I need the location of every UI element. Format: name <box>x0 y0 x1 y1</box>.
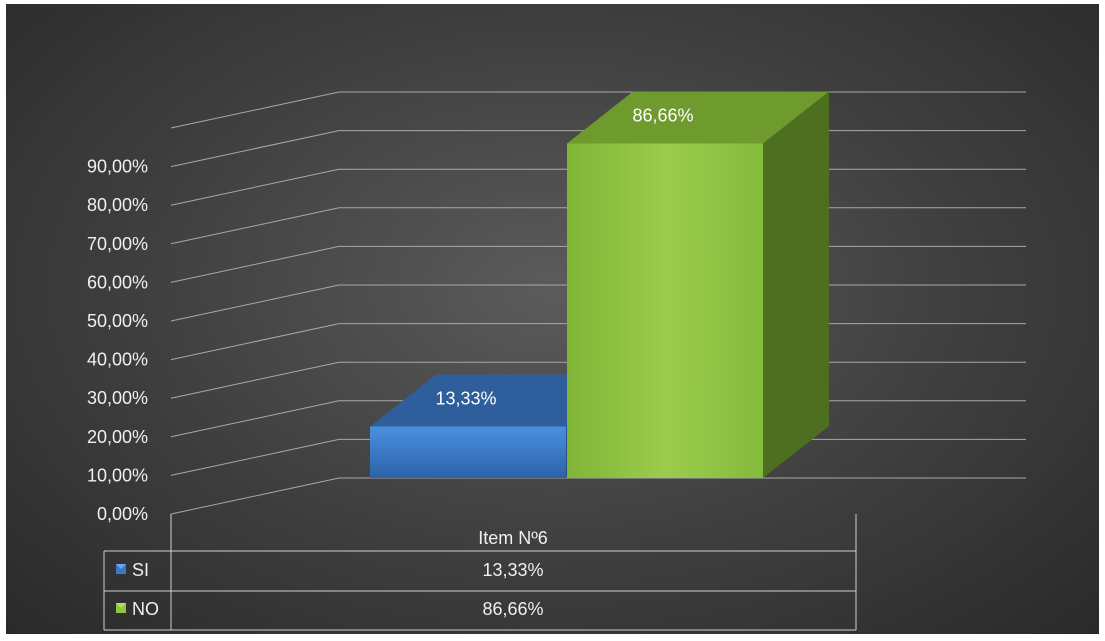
green-legend-key-icon-top <box>116 603 126 608</box>
y-tick-label: 50,00% <box>87 311 148 331</box>
y-tick-label: 90,00% <box>87 157 148 177</box>
gridline-side <box>170 361 340 399</box>
table-row-label: NO <box>132 599 159 619</box>
gridline-side <box>170 477 340 515</box>
table-row-si: SI 13,33% <box>116 560 544 580</box>
table-header-category: Item Nº6 <box>478 528 548 548</box>
table-row-no: NO 86,66% <box>116 599 544 619</box>
bar-chart-3d: 0,00% 10,00% 20,00% 30,00% 40,00% 50,00% 60,00… <box>87 91 1026 631</box>
bar-front-face <box>567 143 763 478</box>
y-tick-label: 20,00% <box>87 427 148 447</box>
gridline-side <box>170 323 340 361</box>
y-tick-label: 70,00% <box>87 234 148 254</box>
y-tick-label: 10,00% <box>87 465 148 485</box>
blue-legend-key-icon-top <box>116 564 126 569</box>
bar-no: 86,66% <box>567 91 829 478</box>
table-row-label: SI <box>132 560 149 580</box>
gridline-side <box>170 438 340 476</box>
bar-value-label: 86,66% <box>632 105 693 125</box>
bar-top-face <box>370 374 632 427</box>
gridline-side <box>170 245 340 283</box>
y-tick-label: 80,00% <box>87 195 148 215</box>
y-tick-label: 60,00% <box>87 272 148 292</box>
chart-area: 0,00% 10,00% 20,00% 30,00% 40,00% 50,00% 60,00… <box>6 4 1099 634</box>
bar-front-face <box>370 426 566 478</box>
gridline-side <box>170 130 340 168</box>
y-tick-label: 40,00% <box>87 350 148 370</box>
y-axis-ticks: 0,00% 10,00% 20,00% 30,00% 40,00% 50,00% 60,00… <box>87 157 148 524</box>
bar-top-face <box>567 91 829 144</box>
bar-value-label: 13,33% <box>435 389 496 409</box>
gridline-side <box>170 284 340 322</box>
gridline-side <box>170 207 340 245</box>
bar-side-face <box>763 91 829 478</box>
data-table: Item Nº6 SI 13,33% NO 86,66% <box>103 514 857 631</box>
gridline-side <box>170 168 340 206</box>
gridline-side <box>170 400 340 438</box>
bars: 13,33% 86,66% <box>370 91 829 478</box>
table-row-value: 86,66% <box>482 599 543 619</box>
y-tick-label: 0,00% <box>97 504 148 524</box>
table-row-value: 13,33% <box>482 560 543 580</box>
y-tick-label: 30,00% <box>87 388 148 408</box>
gridline-side <box>170 91 340 129</box>
